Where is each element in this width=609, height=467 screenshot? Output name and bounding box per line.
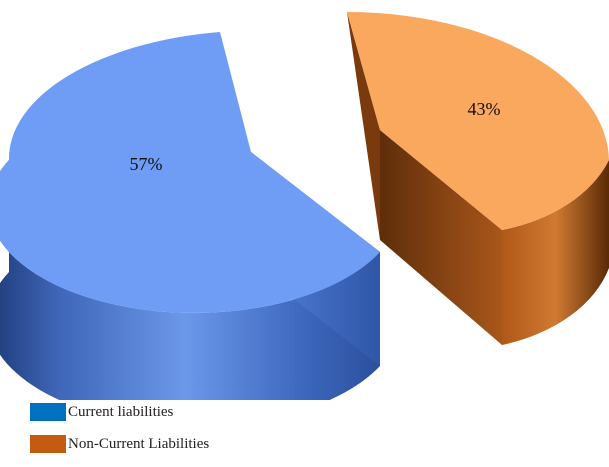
pie-chart: 57% 43%	[0, 11, 609, 400]
legend: Current liabilities Non-Current Liabilit…	[30, 403, 209, 467]
slice-side-non-current-liabilities	[502, 160, 609, 345]
slice-top-current-liabilities	[0, 32, 380, 313]
legend-swatch-non-current-liabilities	[30, 435, 66, 453]
legend-item-current-liabilities: Current liabilities	[30, 403, 209, 421]
slice-side-current-liabilities	[0, 160, 380, 400]
slice-cut-face-front-non-current-liabilities	[380, 130, 502, 345]
data-label-current-liabilities: 57%	[130, 154, 163, 174]
slice-top-non-current-liabilities	[347, 11, 609, 230]
data-label-non-current-liabilities: 43%	[468, 99, 501, 119]
slice-cut-face-non-current-liabilities	[347, 12, 380, 240]
legend-swatch-current-liabilities	[30, 403, 66, 421]
legend-label-non-current-liabilities: Non-Current Liabilities	[68, 435, 210, 452]
pie-slice-current-liabilities	[0, 32, 380, 400]
legend-item-non-current-liabilities: Non-Current Liabilities	[30, 435, 209, 453]
pie-slice-non-current-liabilities	[347, 11, 609, 345]
legend-label-current-liabilities: Current liabilities	[68, 403, 174, 420]
